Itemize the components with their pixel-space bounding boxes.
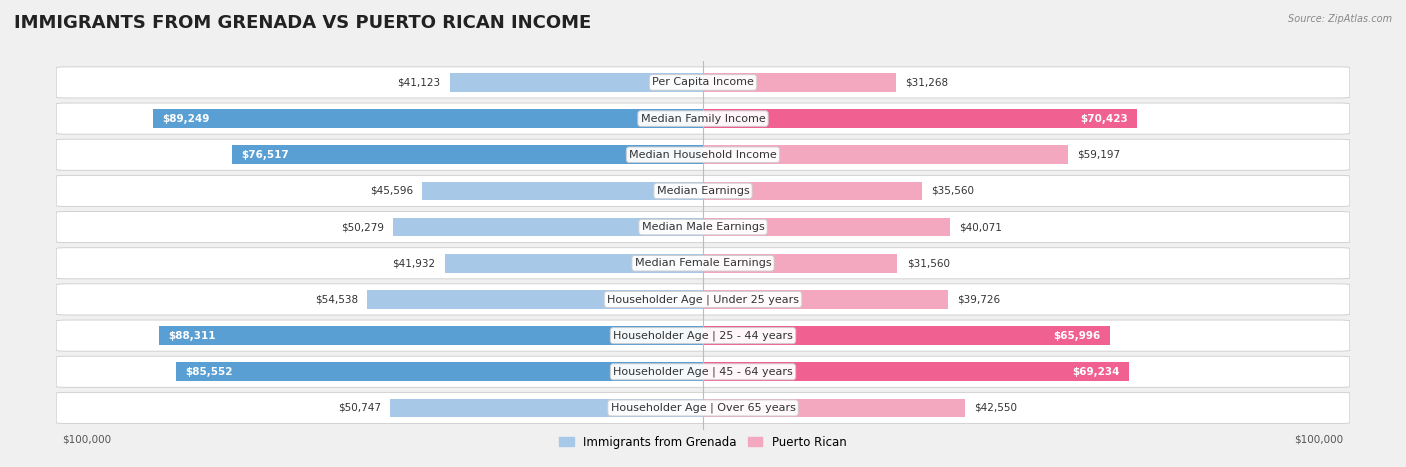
Text: $39,726: $39,726 [957, 294, 1000, 304]
Bar [703, 290, 948, 309]
Text: $85,552: $85,552 [186, 367, 233, 377]
Text: $31,560: $31,560 [907, 258, 949, 268]
Bar [367, 290, 703, 309]
Text: Householder Age | 25 - 44 years: Householder Age | 25 - 44 years [613, 330, 793, 341]
Text: Median Household Income: Median Household Income [628, 150, 778, 160]
FancyBboxPatch shape [56, 392, 1350, 424]
FancyBboxPatch shape [56, 139, 1350, 170]
Text: $50,747: $50,747 [339, 403, 381, 413]
Text: $65,996: $65,996 [1053, 331, 1101, 340]
Text: $59,197: $59,197 [1077, 150, 1121, 160]
Text: IMMIGRANTS FROM GRENADA VS PUERTO RICAN INCOME: IMMIGRANTS FROM GRENADA VS PUERTO RICAN … [14, 14, 592, 32]
Text: $50,279: $50,279 [342, 222, 384, 232]
Text: Median Earnings: Median Earnings [657, 186, 749, 196]
Text: $88,311: $88,311 [169, 331, 215, 340]
Text: Median Family Income: Median Family Income [641, 113, 765, 124]
Bar [232, 145, 703, 164]
Bar [703, 218, 950, 236]
Bar [444, 254, 703, 273]
Text: Median Female Earnings: Median Female Earnings [634, 258, 772, 268]
Bar [703, 182, 922, 200]
Bar [703, 326, 1109, 345]
Bar [422, 182, 703, 200]
Text: $41,932: $41,932 [392, 258, 436, 268]
Text: $31,268: $31,268 [905, 78, 948, 87]
Text: $70,423: $70,423 [1080, 113, 1128, 124]
Bar [450, 73, 703, 92]
FancyBboxPatch shape [56, 356, 1350, 387]
Bar [703, 145, 1067, 164]
Text: $54,538: $54,538 [315, 294, 359, 304]
Bar [394, 218, 703, 236]
Text: Householder Age | 45 - 64 years: Householder Age | 45 - 64 years [613, 367, 793, 377]
Text: $76,517: $76,517 [240, 150, 288, 160]
Bar [703, 362, 1129, 381]
Text: $69,234: $69,234 [1073, 367, 1121, 377]
Bar [153, 109, 703, 128]
Text: Per Capita Income: Per Capita Income [652, 78, 754, 87]
Bar [703, 398, 965, 417]
FancyBboxPatch shape [56, 212, 1350, 243]
FancyBboxPatch shape [56, 67, 1350, 98]
FancyBboxPatch shape [56, 103, 1350, 134]
Text: $89,249: $89,249 [163, 113, 209, 124]
Text: $45,596: $45,596 [370, 186, 413, 196]
Bar [703, 73, 896, 92]
FancyBboxPatch shape [56, 284, 1350, 315]
FancyBboxPatch shape [56, 320, 1350, 351]
Bar [703, 109, 1137, 128]
Text: Median Male Earnings: Median Male Earnings [641, 222, 765, 232]
Text: $40,071: $40,071 [959, 222, 1002, 232]
Bar [391, 398, 703, 417]
Text: $41,123: $41,123 [398, 78, 440, 87]
FancyBboxPatch shape [56, 176, 1350, 206]
Bar [176, 362, 703, 381]
Legend: Immigrants from Grenada, Puerto Rican: Immigrants from Grenada, Puerto Rican [554, 431, 852, 453]
Bar [703, 254, 897, 273]
Text: Householder Age | Over 65 years: Householder Age | Over 65 years [610, 403, 796, 413]
Text: $35,560: $35,560 [931, 186, 974, 196]
Bar [159, 326, 703, 345]
FancyBboxPatch shape [56, 248, 1350, 279]
Text: Source: ZipAtlas.com: Source: ZipAtlas.com [1288, 14, 1392, 24]
Text: Householder Age | Under 25 years: Householder Age | Under 25 years [607, 294, 799, 304]
Text: $42,550: $42,550 [974, 403, 1018, 413]
